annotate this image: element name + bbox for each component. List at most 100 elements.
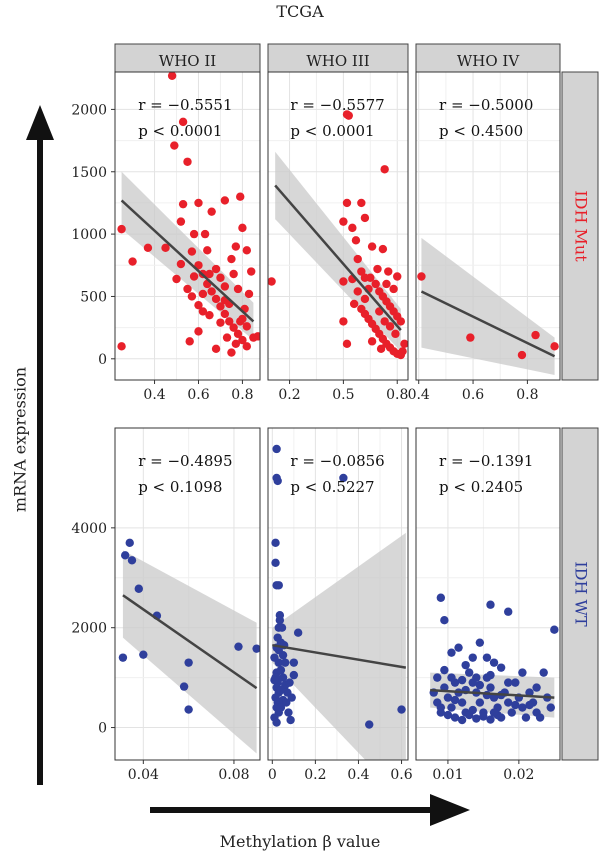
panel-0-data-point — [207, 287, 216, 296]
panel-1-data-point — [378, 244, 388, 254]
panel-4-data-point — [276, 665, 286, 675]
panel-1-data-point — [366, 273, 375, 282]
panel-1-data-point — [349, 299, 359, 309]
panel-0-y-tick-label: 1000 — [71, 227, 107, 243]
panel-0-data-point — [220, 282, 230, 291]
panel-5-data-point — [504, 698, 513, 707]
panel-5-data-point — [539, 668, 548, 677]
panel-3-data-point — [179, 682, 189, 691]
panel-0-data-point — [233, 284, 243, 294]
panel-4-data-point — [274, 645, 283, 655]
panel-5-data-point — [511, 678, 520, 687]
panel-5-data-point — [454, 643, 463, 652]
panel-5-data-point — [486, 600, 495, 609]
panel-5-data-point — [550, 625, 559, 634]
panel-0-data-point — [222, 333, 232, 342]
panel-4-x-tick-label: 0 — [268, 767, 277, 783]
panel-0-r-annotation: r = −0.5551 — [138, 96, 232, 114]
panel-5-data-point — [450, 695, 460, 705]
panel-2-data-point — [417, 272, 426, 281]
panel-5-data-point — [496, 663, 506, 672]
panel-3-data-point — [184, 705, 193, 714]
panel-0-data-point — [170, 141, 179, 150]
panel-0-data-point — [198, 307, 208, 316]
panel-3-data-point — [184, 658, 193, 667]
panel-3-data-point — [125, 538, 134, 548]
panel-4-data-point — [289, 670, 299, 680]
panel-0-data-point — [216, 302, 225, 311]
panel-5-data-point — [475, 680, 485, 690]
panel-3-data-point — [120, 551, 130, 560]
panel-4-border — [267, 427, 409, 761]
panel-5-data-point — [482, 653, 492, 662]
panel-4-regression-line — [272, 643, 407, 669]
panel-1-data-point — [391, 329, 400, 339]
panel-2-x-tick-label: 0.6 — [462, 387, 484, 403]
panel-5-data-point — [486, 715, 495, 724]
panel-5-data-point — [433, 673, 442, 682]
panel-4-data-point — [284, 708, 293, 717]
panel-4-x-tick-label: 0.4 — [347, 767, 369, 783]
panel-5-data-point — [443, 693, 453, 702]
panel-5-data-point — [472, 714, 481, 723]
panel-5-data-point — [489, 658, 499, 667]
panel-0-y-tick-label: 0 — [98, 352, 107, 368]
panel-5-data-point — [489, 693, 499, 702]
panel-1-data-point — [268, 277, 276, 286]
panel-5-data-point — [468, 653, 477, 662]
panel-1-data-point — [367, 337, 377, 346]
panel-1-data-point — [371, 279, 380, 289]
panel-4-data-point — [271, 558, 280, 567]
panel-4-p-annotation: p < 0.5227 — [290, 478, 374, 496]
panel-3-y-tick-label: 0 — [98, 721, 107, 737]
row-strip-0 — [561, 71, 599, 381]
panel-1-data-point — [348, 223, 357, 233]
panel-0-data-point — [227, 348, 236, 357]
panel-3-y-tick-label: 4000 — [71, 521, 107, 537]
panel-2-data-point — [517, 350, 527, 360]
panel-5-data-point — [443, 710, 453, 720]
panel-0-data-point — [236, 192, 245, 201]
panel-0-data-point — [189, 272, 199, 281]
row-strip-1 — [561, 427, 599, 761]
panel-3-data-point — [234, 642, 243, 651]
panel-0-data-point — [238, 335, 247, 345]
panel-5-data-point — [486, 683, 495, 692]
panel-5-data-point — [457, 675, 467, 685]
panel-4-x-tick-label: 0.6 — [390, 767, 412, 783]
panel-3-data-point — [118, 653, 128, 662]
panel-4-data-point — [273, 476, 282, 486]
panel-1-data-point — [398, 347, 407, 356]
panel-5-data-point — [525, 700, 534, 710]
panel-5-x-tick-label: 0.01 — [432, 767, 463, 783]
panel-2-border — [415, 71, 561, 381]
panel-4-data-point — [272, 718, 281, 727]
panel-0-data-point — [216, 273, 225, 282]
panel-0-data-point — [238, 314, 247, 324]
panel-5-data-point — [511, 700, 520, 710]
panel-5-data-point — [436, 703, 446, 712]
panel-0-data-point — [203, 246, 212, 255]
panel-4-data-point — [274, 658, 283, 667]
panel-5-data-point — [532, 683, 541, 692]
panel-5-data-point — [447, 648, 456, 657]
panel-2-data-point — [531, 330, 540, 340]
panel-4-data-point — [272, 444, 281, 454]
panel-1-data-point — [385, 322, 395, 331]
panel-5-data-point — [504, 607, 513, 616]
panel-0-data-point — [117, 342, 126, 351]
panel-1-data-point — [342, 198, 352, 208]
panel-1-data-point — [357, 198, 366, 208]
panel-0-regression-line — [120, 199, 255, 323]
x-arrow-head — [430, 794, 470, 826]
facet-label-2: WHO IV — [457, 52, 520, 70]
panel-5-data-point — [507, 708, 516, 717]
panel-2-r-annotation: r = −0.5000 — [439, 96, 533, 114]
panel-0-data-point — [183, 284, 192, 294]
panel-0-y-tick-label: 2000 — [71, 102, 107, 118]
panel-1-data-point — [351, 236, 361, 245]
panel-0-data-point — [200, 229, 210, 239]
panel-5-p-annotation: p < 0.2405 — [439, 478, 523, 496]
panel-2-x-tick-label: 0.4 — [408, 387, 430, 403]
panel-1-data-point — [360, 294, 370, 304]
